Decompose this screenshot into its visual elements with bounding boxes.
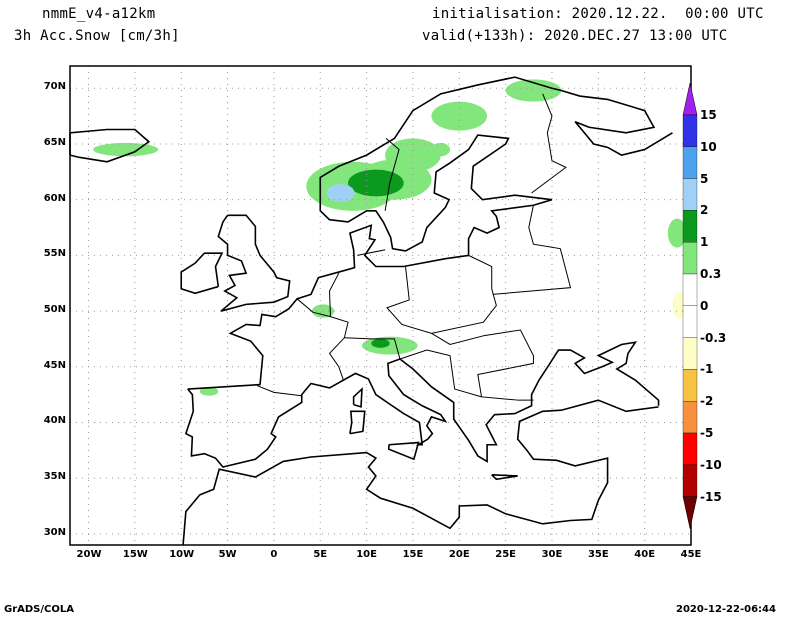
coastline (182, 399, 659, 546)
colorbar-label: -15 (700, 489, 722, 504)
lon-tick-label: 10E (356, 549, 377, 560)
lon-tick-label: 35E (587, 549, 609, 560)
coastline (187, 76, 673, 390)
lon-tick-label: 45E (680, 549, 702, 560)
colorbar-label: -2 (700, 394, 714, 409)
snow-area (667, 218, 687, 248)
coastline (184, 341, 660, 468)
country-border (357, 249, 386, 256)
coastline (217, 214, 291, 312)
snow-area (431, 142, 451, 157)
country-border (257, 385, 302, 397)
snow-area (93, 142, 159, 157)
coastline (352, 387, 363, 408)
colorbar-segment (682, 401, 698, 434)
colorbar-label: 1 (700, 235, 709, 250)
lat-tick-label: 70N (43, 81, 66, 93)
snow-area (505, 79, 562, 102)
colorbar-segment (682, 369, 698, 402)
colorbar-top-arrow (682, 82, 698, 116)
colorbar-label: 10 (700, 139, 717, 154)
variable-title: 3h Acc.Snow [cm/3h] (14, 28, 180, 44)
snow-area (311, 304, 335, 318)
snow-area (431, 101, 488, 131)
map-frame (69, 65, 692, 546)
country-border (344, 337, 401, 360)
colorbar-label: 15 (700, 108, 717, 122)
lon-tick-label: 15W (122, 549, 148, 560)
country-border (384, 138, 400, 211)
colorbar-segment (682, 242, 698, 275)
colorbar-segment (682, 178, 698, 211)
colorbar-segment (682, 432, 698, 465)
coastline (388, 441, 420, 461)
snow-area (199, 386, 219, 396)
lon-tick-label: 10W (169, 549, 195, 560)
lon-tick-label: 20W (76, 549, 102, 560)
footer-credit: GrADS/COLA (4, 604, 74, 615)
colorbar-label: -10 (700, 457, 722, 472)
footer-timestamp: 2020-12-22-06:44 (676, 604, 776, 615)
lat-tick-label: 45N (43, 359, 66, 371)
snow-area (371, 338, 390, 348)
lat-tick-label: 65N (43, 136, 66, 148)
colorbar-label: -5 (700, 426, 714, 440)
coastline (491, 474, 518, 481)
snow-area (385, 138, 441, 172)
colorbar-segment (682, 337, 698, 370)
colorbar-label: 0 (700, 298, 709, 313)
colorbar-label: 2 (700, 203, 709, 218)
lat-tick-label: 40N (43, 415, 66, 427)
country-border (431, 329, 534, 401)
snow-area (326, 184, 355, 202)
snow-area (348, 169, 404, 197)
lon-tick-label: 40E (634, 549, 656, 560)
country-border (531, 93, 567, 194)
colorbar-segment (682, 305, 698, 338)
valid-time: valid(+133h): 2020.DEC.27 13:00 UTC (422, 28, 728, 44)
colorbar-segment (682, 114, 698, 147)
coastline (69, 128, 151, 163)
country-border (492, 205, 572, 295)
lat-tick-label: 30N (43, 526, 66, 538)
country-border (386, 254, 497, 334)
lon-tick-label: 5W (218, 549, 237, 560)
lat-tick-label: 35N (43, 471, 66, 483)
coastline (180, 252, 224, 295)
country-border (329, 272, 340, 317)
lon-tick-label: 30E (541, 549, 563, 560)
colorbar-segment (682, 273, 698, 306)
lon-tick-label: 5E (313, 549, 328, 560)
colorbar-segment (682, 210, 698, 243)
lon-tick-label: 25E (495, 549, 516, 560)
colorbar-label: 0.3 (700, 267, 722, 281)
colorbar-segment (682, 464, 698, 497)
lat-tick-label: 50N (43, 304, 66, 316)
model-name: nmmE_v4-a12km (42, 6, 156, 22)
colorbar-bottom-arrow (682, 496, 698, 529)
lon-tick-label: 0 (270, 549, 278, 560)
colorbar-segment (682, 146, 698, 179)
lon-tick-label: 15E (402, 549, 424, 560)
lat-tick-label: 60N (43, 192, 66, 204)
coastline (349, 410, 366, 435)
lon-tick-label: 20E (448, 549, 470, 560)
country-border (399, 349, 482, 398)
colorbar-label: -0.3 (700, 330, 727, 345)
country-border (296, 298, 349, 381)
lat-tick-label: 55N (43, 248, 66, 260)
colorbar-label: -1 (700, 362, 714, 377)
colorbar-label: 5 (700, 171, 709, 186)
init-time: initialisation: 2020.12.22. 00:00 UTC (432, 6, 764, 22)
